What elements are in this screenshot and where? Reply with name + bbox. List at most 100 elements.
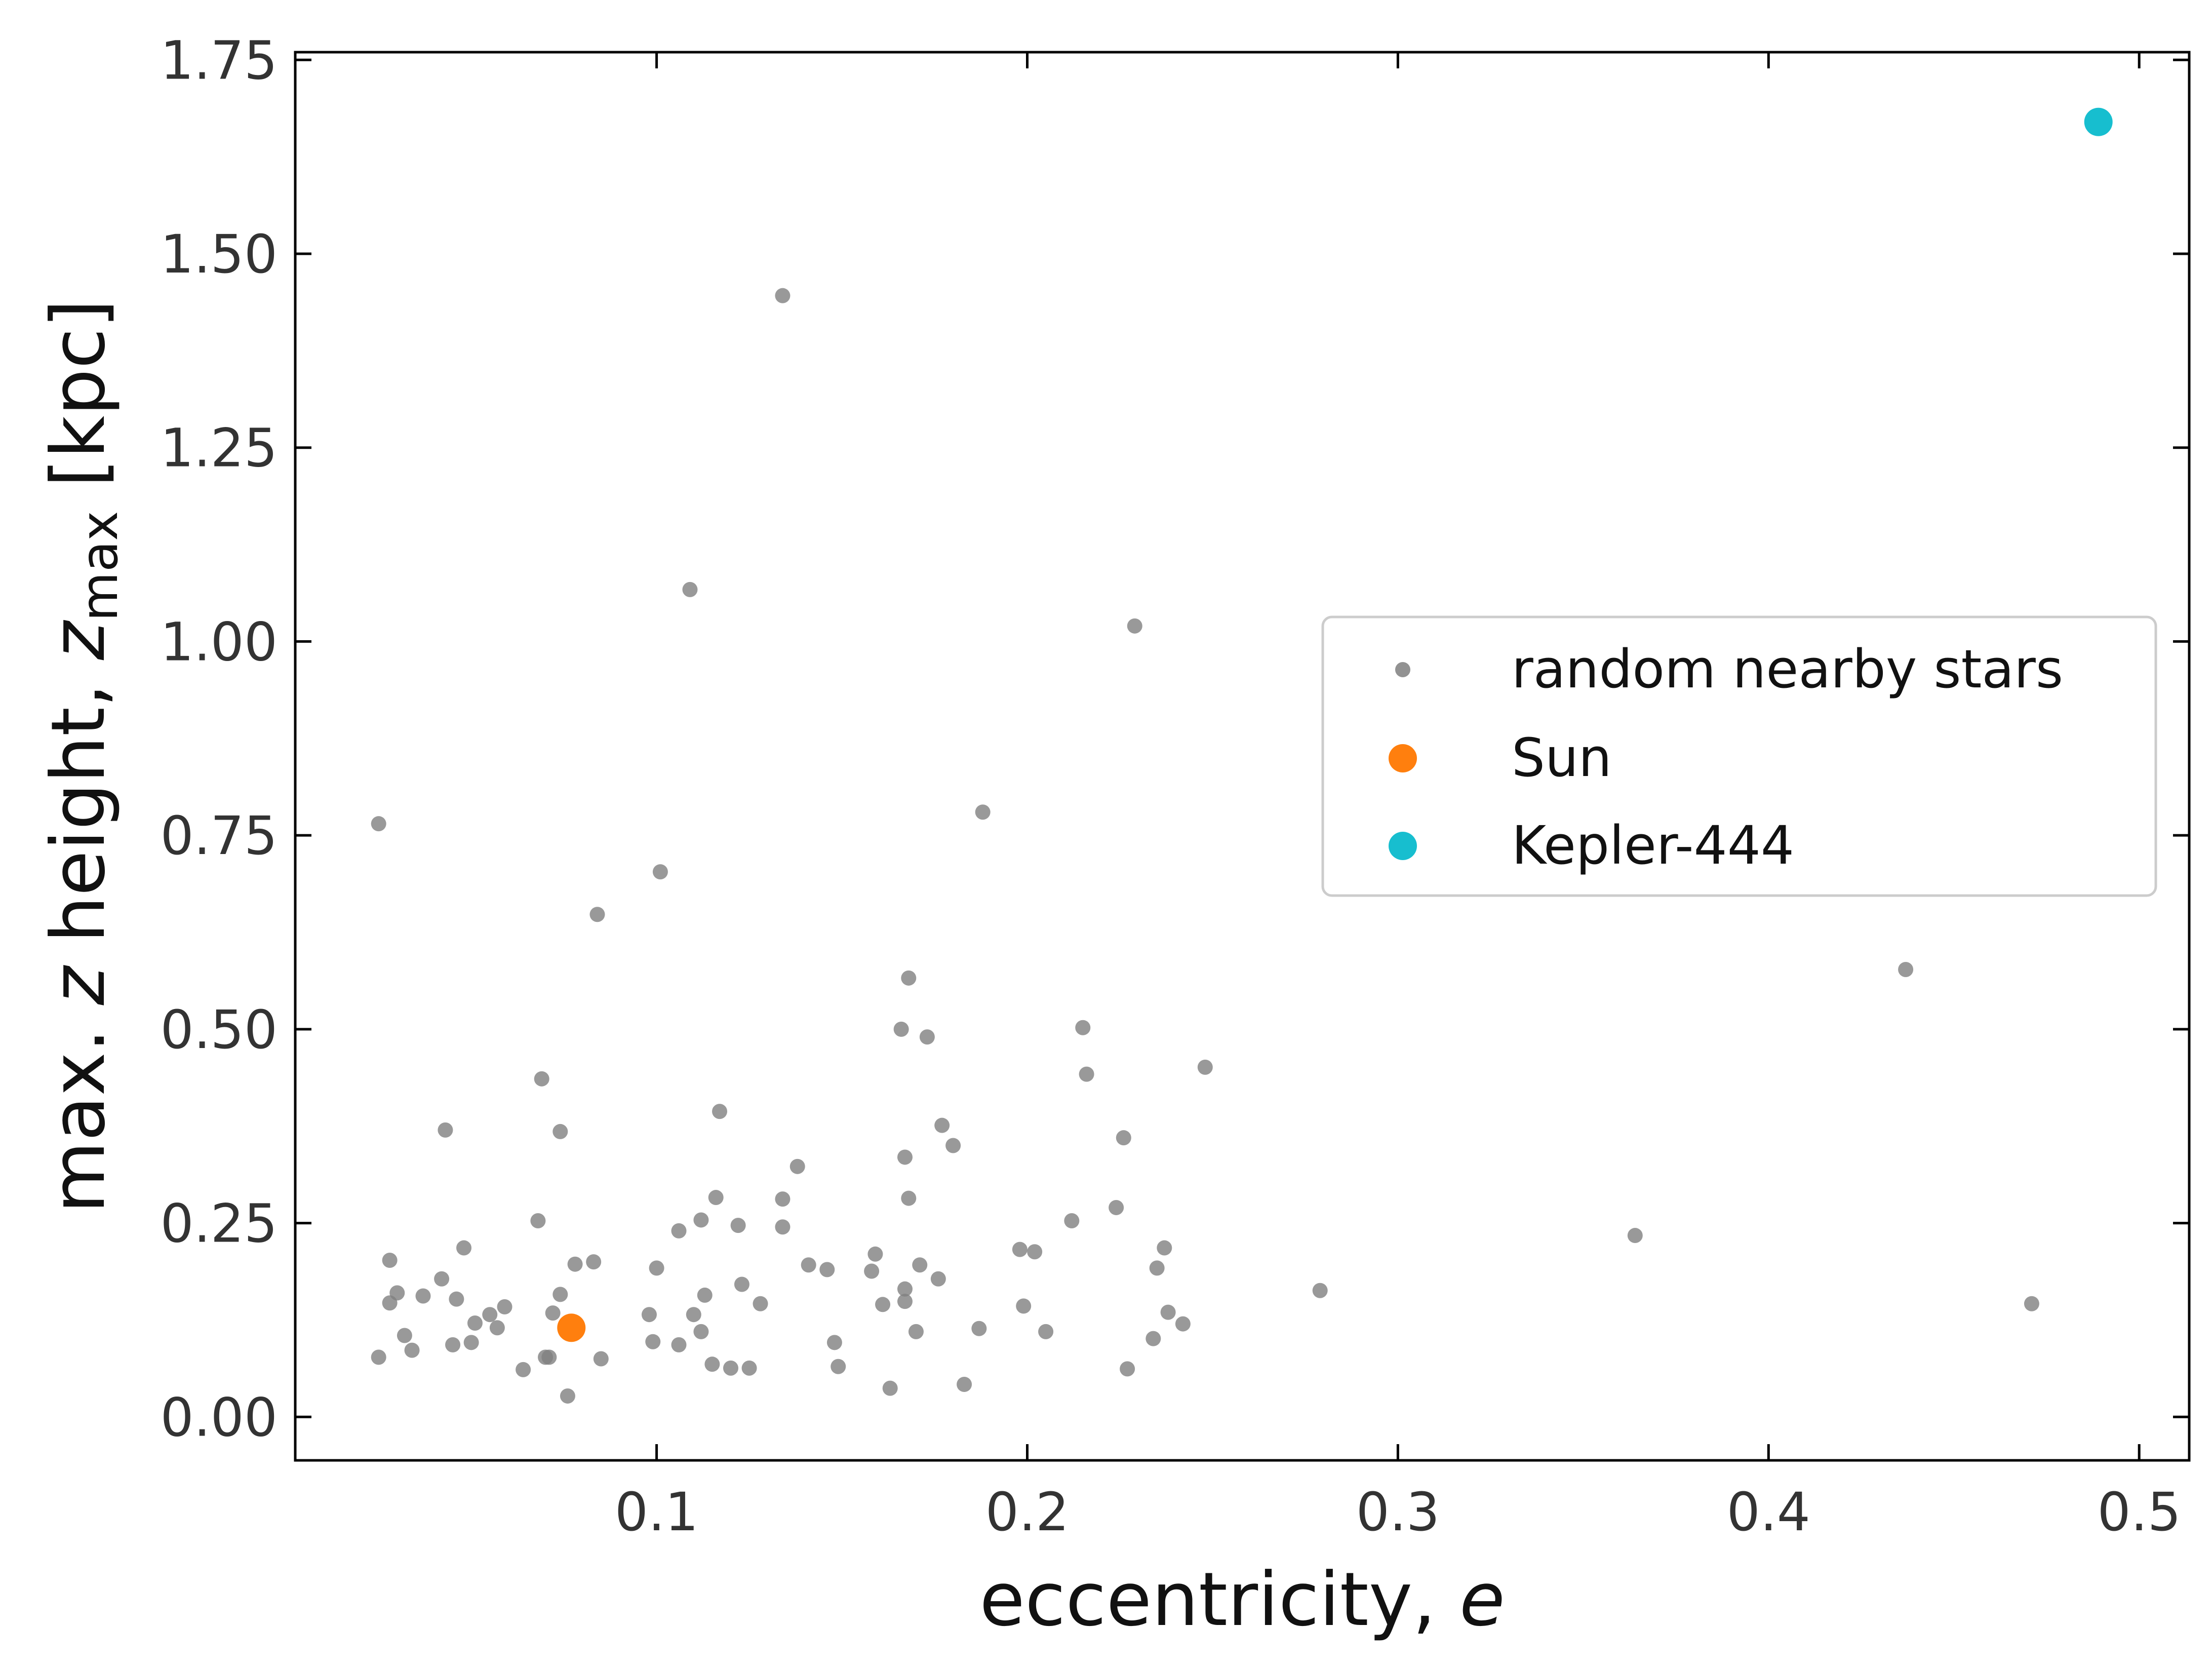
point-random-nearby-stars [753,1296,768,1311]
point-random-nearby-stars [552,1287,568,1302]
point-random-nearby-stars [586,1254,602,1270]
point-random-nearby-stars [882,1380,898,1396]
point-random-nearby-stars [801,1257,816,1273]
point-random-nearby-stars [641,1307,657,1323]
y-tick-label: 1.75 [160,29,278,91]
point-random-nearby-stars [897,1149,913,1165]
point-random-nearby-stars [371,1349,386,1365]
point-random-nearby-stars [867,1246,883,1262]
x-tick-label: 0.2 [985,1481,1069,1543]
point-random-nearby-stars [893,1021,909,1037]
y-tick-label: 0.25 [160,1193,278,1255]
legend-marker-sun [1389,744,1417,772]
point-random-nearby-stars [1898,961,1914,977]
point-random-nearby-stars [449,1291,464,1307]
point-random-nearby-stars [1627,1228,1643,1244]
x-axis-label: eccentricity, e [979,1557,1505,1643]
legend-box [1321,615,2157,897]
point-random-nearby-stars [1197,1059,1213,1075]
points-layer [371,107,2113,1404]
point-random-nearby-stars [697,1287,713,1303]
y-axis-label: max. z height, zmax [kpc] [35,299,129,1214]
point-random-nearby-stars [912,1257,928,1273]
point-random-nearby-stars [671,1223,687,1238]
legend-label-kepler-444: Kepler-444 [1512,815,1794,876]
point-random-nearby-stars [1012,1242,1028,1257]
point-random-nearby-stars [463,1335,479,1350]
point-random-nearby-stars [1120,1361,1135,1377]
point-random-nearby-stars [864,1263,880,1279]
x-tick-label: 0.5 [2097,1481,2181,1543]
point-random-nearby-stars [438,1122,453,1138]
point-random-nearby-stars [957,1376,972,1392]
point-random-nearby-stars [645,1334,661,1349]
legend-label-sun: Sun [1512,727,1612,789]
point-random-nearby-stars [704,1357,720,1372]
point-random-nearby-stars [930,1271,946,1287]
point-random-nearby-stars [671,1337,687,1352]
point-random-nearby-stars [1160,1304,1176,1320]
point-random-nearby-stars [734,1276,749,1292]
point-random-nearby-stars [1312,1283,1328,1298]
point-random-nearby-stars [593,1351,609,1367]
point-random-nearby-stars [1175,1316,1191,1332]
point-random-nearby-stars [1038,1324,1054,1339]
point-random-nearby-stars [1127,618,1142,634]
point-random-nearby-stars [723,1360,738,1376]
point-random-nearby-stars [382,1253,398,1268]
point-random-nearby-stars [467,1315,483,1331]
point-random-nearby-stars [693,1212,709,1228]
y-axis: 0.00 0.25 0.50 0.75 1.00 1.25 1.50 1.75 [160,29,2189,1448]
point-random-nearby-stars [775,1191,791,1207]
point-random-nearby-stars [397,1328,412,1343]
x-axis: 0.1 0.2 0.3 0.4 0.5 [615,52,2181,1543]
point-random-nearby-stars [1149,1260,1165,1276]
y-tick-label: 0.75 [160,805,278,867]
point-random-nearby-stars [1075,1020,1091,1035]
x-tick-label: 0.3 [1356,1481,1440,1543]
point-random-nearby-stars [415,1288,431,1304]
y-tick-label: 0.50 [160,999,278,1061]
point-random-nearby-stars [901,1190,917,1206]
x-tick-label: 0.1 [615,1481,698,1543]
point-random-nearby-stars [1157,1240,1172,1256]
point-random-nearby-stars [371,816,386,832]
point-random-nearby-stars [649,1260,664,1276]
point-random-nearby-stars [489,1320,505,1336]
point-random-nearby-stars [775,288,791,303]
legend-label-random-nearby-stars: random nearby stars [1512,638,2063,700]
point-random-nearby-stars [545,1305,561,1321]
point-random-nearby-stars [919,1029,935,1045]
point-random-nearby-stars [831,1359,846,1374]
point-random-nearby-stars [971,1321,987,1336]
point-random-nearby-stars [1027,1244,1043,1260]
point-random-nearby-stars [708,1190,724,1206]
point-random-nearby-stars [497,1299,512,1314]
point-random-nearby-stars [901,970,917,986]
point-random-nearby-stars [789,1158,805,1174]
point-random-nearby-stars [741,1360,757,1376]
point-kepler-444 [2084,107,2113,136]
point-sun [557,1313,586,1342]
point-random-nearby-stars [945,1138,961,1153]
y-tick-label: 0.00 [160,1386,278,1448]
point-random-nearby-stars [693,1324,709,1339]
point-random-nearby-stars [652,864,668,880]
point-random-nearby-stars [712,1104,728,1119]
point-random-nearby-stars [1079,1066,1094,1082]
point-random-nearby-stars [456,1240,472,1256]
point-random-nearby-stars [482,1307,498,1323]
point-random-nearby-stars [819,1262,835,1277]
point-random-nearby-stars [516,1362,531,1377]
point-random-nearby-stars [404,1342,420,1358]
legend: random nearby stars Sun Kepler-444 [1321,615,2157,897]
point-random-nearby-stars [445,1337,461,1352]
point-random-nearby-stars [530,1213,546,1228]
point-random-nearby-stars [934,1117,950,1133]
point-random-nearby-stars [534,1071,549,1087]
point-random-nearby-stars [434,1271,450,1287]
point-random-nearby-stars [1064,1213,1080,1228]
point-random-nearby-stars [1146,1331,1161,1346]
point-random-nearby-stars [389,1285,405,1301]
